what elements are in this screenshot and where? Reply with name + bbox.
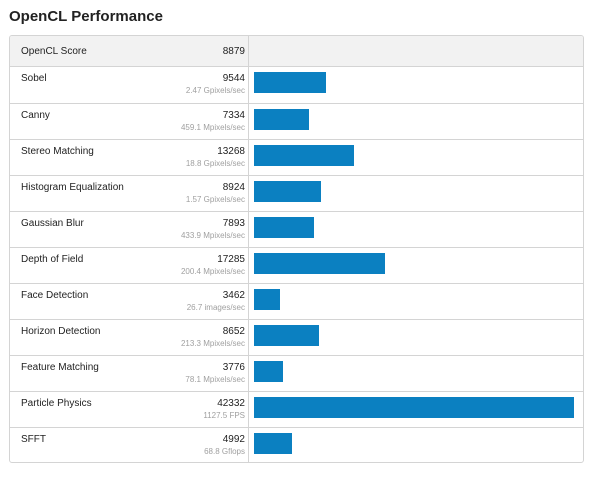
benchmark-rate: 1.57 Gpixels/sec [185, 195, 245, 204]
benchmark-name: Face Detection [21, 290, 89, 301]
benchmark-name: Depth of Field [21, 254, 84, 265]
benchmark-row-histogram-equalization: Histogram Equalization 8924 1.57 Gpixels/s… [10, 175, 583, 211]
benchmark-rate: 200.4 Mpixels/sec [180, 267, 245, 276]
benchmark-row-particle-physics: Particle Physics 42332 1127.5 FPS [10, 391, 583, 427]
benchmark-row-horizon-detection: Horizon Detection 8652 213.3 Mpixels/sec [10, 319, 583, 355]
benchmark-row-feature-matching: Feature Matching 3776 78.1 Mpixels/sec [10, 355, 583, 391]
bar-horizon-detection [254, 325, 319, 346]
benchmark-row-face-detection: Face Detection 3462 26.7 images/sec [10, 283, 583, 319]
benchmark-row-sfft: SFFT 4992 68.8 Gflops [10, 427, 583, 462]
benchmark-score: 9544 [222, 73, 245, 84]
benchmark-rate: 78.1 Mpixels/sec [185, 375, 245, 384]
benchmark-rate: 433.9 Mpixels/sec [180, 231, 245, 240]
benchmark-score: 42332 [217, 398, 245, 409]
benchmark-rate: 459.1 Mpixels/sec [180, 123, 245, 132]
benchmark-rate: 213.3 Mpixels/sec [180, 339, 245, 348]
column-divider [248, 212, 249, 247]
benchmark-rate: 26.7 images/sec [186, 303, 245, 312]
benchmark-rate: 1127.5 FPS [203, 411, 245, 420]
benchmark-name: Canny [21, 110, 50, 121]
column-divider [248, 36, 249, 67]
benchmark-rate: 2.47 Gpixels/sec [185, 86, 245, 95]
benchmark-name: Feature Matching [21, 362, 99, 373]
benchmark-name: Gaussian Blur [21, 218, 84, 229]
column-divider [248, 320, 249, 355]
benchmark-score: 3462 [222, 290, 245, 301]
column-divider [248, 140, 249, 175]
bar-particle-physics [254, 397, 574, 418]
benchmark-row-canny: Canny 7334 459.1 Mpixels/sec [10, 103, 583, 139]
benchmark-name: Sobel [21, 73, 47, 84]
benchmark-name: Particle Physics [21, 398, 92, 409]
column-divider [248, 67, 249, 103]
benchmark-score: 8924 [222, 182, 245, 193]
benchmark-score: 3776 [222, 362, 245, 373]
score-row: OpenCL Score 8879 [10, 36, 583, 67]
bar-depth-of-field [254, 253, 385, 274]
benchmark-row-stereo-matching: Stereo Matching 13268 18.8 Gpixels/sec [10, 139, 583, 175]
benchmark-row-depth-of-field: Depth of Field 17285 200.4 Mpixels/sec [10, 247, 583, 283]
benchmark-score: 8652 [222, 326, 245, 337]
benchmark-rate: 68.8 Gflops [204, 447, 245, 456]
column-divider [248, 392, 249, 427]
bar-sobel [254, 72, 326, 93]
benchmark-score: 13268 [217, 146, 245, 157]
bar-face-detection [254, 289, 280, 310]
benchmark-name: Horizon Detection [21, 326, 101, 337]
page-title: OpenCL Performance [9, 8, 163, 25]
bar-feature-matching [254, 361, 283, 382]
bar-sfft [254, 433, 292, 454]
benchmark-name: Histogram Equalization [21, 182, 124, 193]
column-divider [248, 428, 249, 462]
benchmark-score: 17285 [217, 254, 245, 265]
benchmark-score: 7893 [222, 218, 245, 229]
benchmark-score: 4992 [222, 434, 245, 445]
benchmark-row-sobel: Sobel 9544 2.47 Gpixels/sec [10, 67, 583, 103]
benchmark-row-gaussian-blur: Gaussian Blur 7893 433.9 Mpixels/sec [10, 211, 583, 247]
column-divider [248, 284, 249, 319]
bar-stereo-matching [254, 145, 354, 166]
benchmark-score: 7334 [222, 110, 245, 121]
score-label: OpenCL Score [21, 46, 87, 57]
column-divider [248, 176, 249, 211]
bar-canny [254, 109, 309, 130]
benchmark-name: Stereo Matching [21, 146, 94, 157]
bar-gaussian-blur [254, 217, 314, 238]
column-divider [248, 356, 249, 391]
benchmark-name: SFFT [21, 434, 46, 445]
results-panel: OpenCL Score 8879 Sobel 9544 2.47 Gpixels/… [9, 35, 584, 463]
bar-histogram-equalization [254, 181, 321, 202]
benchmark-rate: 18.8 Gpixels/sec [185, 159, 245, 168]
column-divider [248, 104, 249, 139]
score-value: 8879 [222, 46, 245, 57]
column-divider [248, 248, 249, 283]
